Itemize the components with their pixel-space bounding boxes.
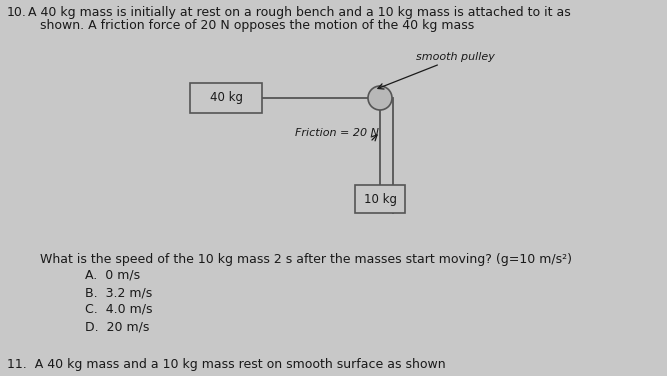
Text: What is the speed of the 10 kg mass 2 s after the masses start moving? (g=10 m/s: What is the speed of the 10 kg mass 2 s … <box>40 253 572 266</box>
Text: Friction = 20 N: Friction = 20 N <box>295 128 379 138</box>
Bar <box>190 83 262 113</box>
Text: C.  4.0 m/s: C. 4.0 m/s <box>85 303 153 316</box>
Text: B.  3.2 m/s: B. 3.2 m/s <box>85 286 152 299</box>
Text: 10 kg: 10 kg <box>364 193 396 206</box>
Text: A 40 kg mass is initially at rest on a rough bench and a 10 kg mass is attached : A 40 kg mass is initially at rest on a r… <box>24 6 571 19</box>
Text: 10.: 10. <box>7 6 27 19</box>
Text: 11.  A 40 kg mass and a 10 kg mass rest on smooth surface as shown: 11. A 40 kg mass and a 10 kg mass rest o… <box>7 358 446 371</box>
Text: 40 kg: 40 kg <box>209 91 243 105</box>
Text: shown. A friction force of 20 N opposes the motion of the 40 kg mass: shown. A friction force of 20 N opposes … <box>24 19 474 32</box>
Text: D.  20 m/s: D. 20 m/s <box>85 320 149 333</box>
Bar <box>355 185 405 213</box>
Text: smooth pulley: smooth pulley <box>416 52 494 62</box>
Text: A.  0 m/s: A. 0 m/s <box>85 269 140 282</box>
Circle shape <box>368 86 392 110</box>
